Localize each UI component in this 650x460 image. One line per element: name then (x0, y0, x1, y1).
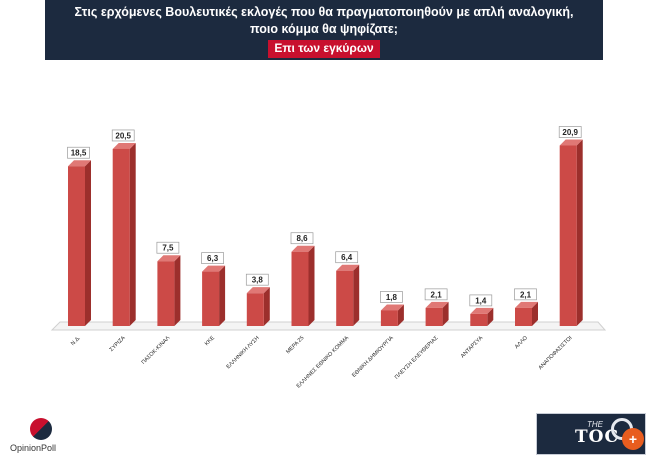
data-label: 7,5 (162, 244, 174, 253)
category-label: ΕΘΝΙΚΗ ΔΗΜΙΟΥΡΓΙΑ (351, 335, 395, 379)
opinionpoll-logo-text: OpinionPoll (10, 443, 57, 453)
bar-group (291, 245, 315, 326)
category-label: ΠΑΣΟΚ-ΚΙΝΑΛ (141, 335, 172, 366)
data-label: 8,6 (296, 234, 308, 243)
chart-floor (50, 321, 607, 331)
bar-top (425, 301, 449, 308)
bar-top (157, 255, 181, 262)
bar-top (246, 287, 270, 294)
chart-question: Στις ερχόμενες Βουλευτικές εκλογές που θ… (45, 0, 603, 38)
category-label: ΑΛΛΟ (514, 335, 529, 350)
bar-top (380, 304, 404, 311)
bar-top (112, 142, 136, 149)
data-label-box (424, 288, 448, 301)
bar-group (559, 139, 583, 326)
data-label: 6,3 (207, 254, 219, 263)
data-label: 2,1 (520, 290, 532, 299)
data-label-box (67, 146, 90, 159)
bar-top (336, 264, 360, 271)
data-label-box (558, 126, 582, 138)
bar-group (336, 264, 360, 326)
bar (112, 148, 130, 326)
bar-top (68, 160, 91, 167)
data-label-box (380, 291, 403, 303)
category-label: ΜΕΡΑ 25 (285, 335, 305, 355)
data-label-box (111, 129, 135, 142)
bar-group (112, 142, 136, 326)
bar-group (246, 287, 270, 326)
bar (425, 307, 443, 326)
category-label: ΑΝΤΑΡΣΥΑ (460, 335, 484, 359)
data-label-box (335, 251, 359, 264)
bar (246, 293, 264, 326)
bar-side (532, 301, 538, 326)
bar-group (68, 160, 91, 326)
bar (157, 261, 175, 326)
bar-group (515, 301, 538, 326)
opinionpoll-circle-icon (30, 418, 52, 440)
zoom-in-button[interactable]: + (622, 428, 644, 450)
data-label-box (201, 252, 224, 264)
data-label-box (156, 241, 180, 254)
data-label: 20,5 (115, 131, 131, 140)
bar (202, 271, 220, 326)
bar-side (487, 307, 494, 326)
category-label: ΑΝΑΠΟΦΑΣΙΣΤΟΙ (538, 335, 574, 371)
data-label: 2,1 (431, 290, 443, 299)
bar-top (470, 307, 494, 314)
bar-side (353, 264, 360, 326)
bar-side (576, 139, 583, 326)
bar (470, 313, 488, 326)
category-label: ΚΚΕ (204, 335, 216, 347)
bar (291, 251, 309, 326)
bar (515, 307, 532, 326)
data-label: 6,4 (341, 253, 353, 262)
bar-side (263, 287, 270, 326)
bar (559, 145, 577, 326)
bar-group (380, 304, 404, 326)
bar (68, 166, 85, 326)
chart-header: Στις ερχόμενες Βουλευτικές εκλογές που θ… (45, 0, 603, 60)
thetoc-logo-big: TOC (575, 427, 619, 447)
data-label: 1,4 (475, 296, 487, 305)
data-label: 1,8 (386, 293, 398, 302)
data-label: 3,8 (252, 276, 264, 285)
bar (336, 270, 354, 326)
bar-group (470, 307, 494, 326)
data-label: 18,5 (71, 149, 87, 158)
category-label: ΠΛΕΥΣΗ ΕΛΕΥΘΕΡΙΑΣ (394, 335, 440, 381)
bar-top (515, 301, 538, 308)
question-line-2: ποιο κόμμα θα ψηφίζατε; (250, 22, 398, 36)
bar-side (308, 245, 315, 326)
data-label-box (514, 288, 537, 301)
opinionpoll-logo: OpinionPoll (10, 418, 100, 458)
data-label-box (290, 232, 314, 245)
category-label: Ν.Δ. (70, 335, 82, 347)
data-label-box (469, 294, 493, 307)
bar-top (559, 139, 583, 146)
bar-group (425, 301, 449, 326)
bar-group (202, 265, 226, 326)
chart-subtitle: Επι των εγκύρων (268, 40, 380, 58)
bar-side (397, 304, 404, 326)
category-label: ΕΛΛΗΝΙΚΗ ΛΥΣΗ (226, 335, 261, 370)
category-label: ΕΛΛΗΝΕΣ ΕΘΝΙΚΟ ΚΟΜΜΑ (296, 335, 351, 390)
thetoc-logo-small: THE (587, 420, 603, 429)
category-label: ΣΥΡΙΖΑ (109, 335, 127, 353)
data-label: 20,9 (562, 128, 578, 137)
bar-side (219, 265, 226, 326)
bar-top (202, 265, 226, 272)
bar-group (157, 255, 181, 326)
bar (380, 310, 398, 326)
bar-side (129, 142, 136, 326)
data-label-box (245, 273, 269, 286)
bar-side (85, 160, 91, 326)
question-line-1: Στις ερχόμενες Βουλευτικές εκλογές που θ… (74, 5, 574, 19)
bar-side (174, 255, 181, 326)
bar-top (291, 245, 315, 252)
bar-side (442, 301, 449, 326)
